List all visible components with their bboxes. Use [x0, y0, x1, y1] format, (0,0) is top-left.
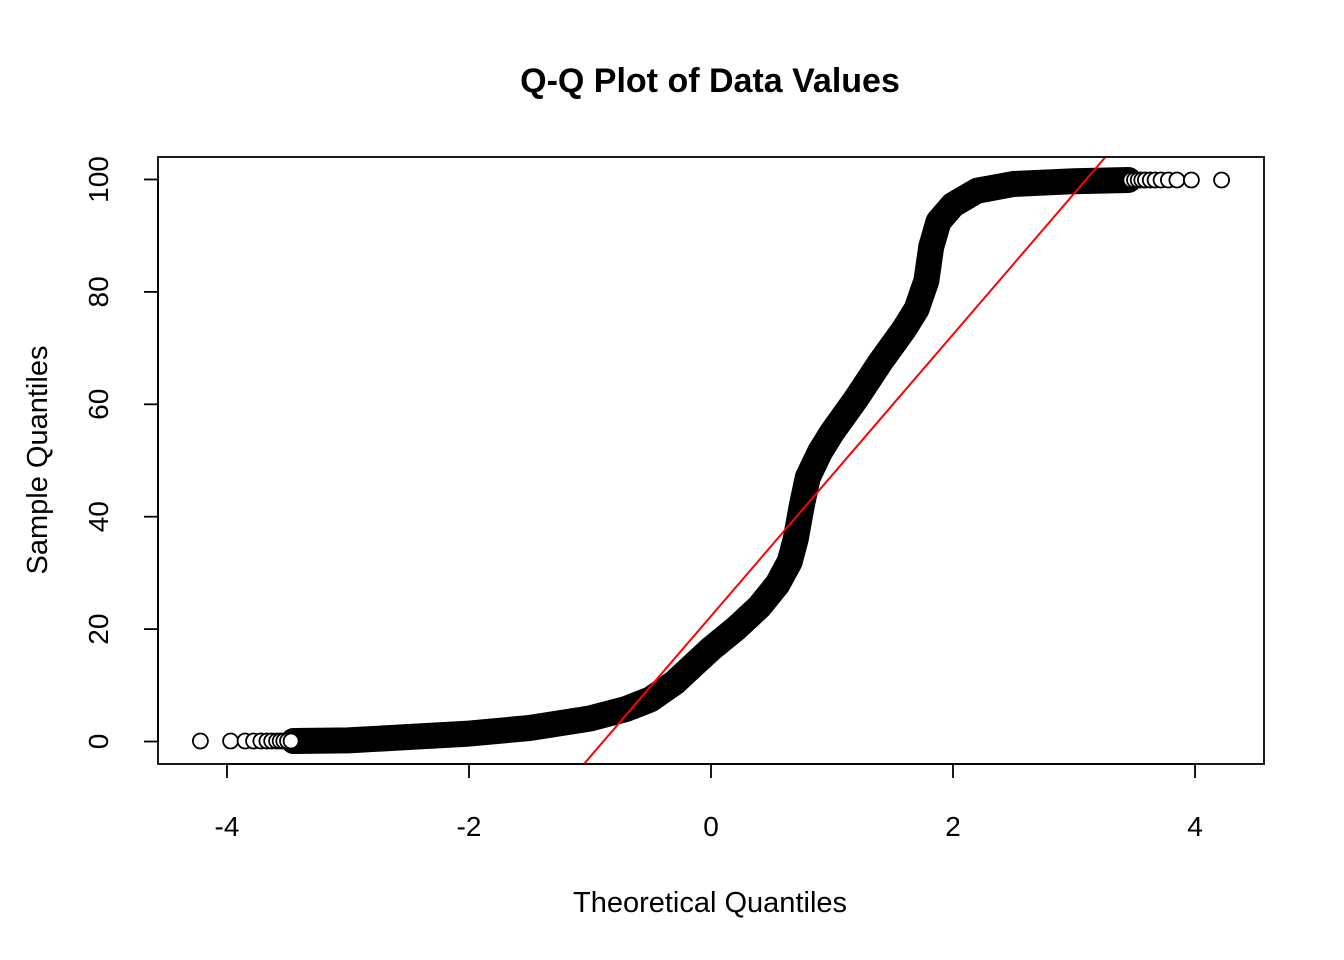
- y-tick-label: 80: [83, 276, 114, 307]
- y-tick-label: 40: [83, 501, 114, 532]
- data-point: [222, 732, 240, 750]
- reference-line-group: [583, 157, 1107, 764]
- plot-frame: [157, 156, 1265, 765]
- plot-area: [157, 156, 1265, 765]
- data-point: [1183, 171, 1200, 189]
- data-point: [1213, 171, 1230, 189]
- data-point: [282, 732, 300, 750]
- x-tick-label: -4: [215, 811, 240, 842]
- data-point: [1168, 171, 1186, 189]
- chart-title: Q-Q Plot of Data Values: [520, 62, 900, 100]
- dense-points-band: [280, 167, 1142, 754]
- x-tick-label: -2: [457, 811, 482, 842]
- x-axis: -4 -2 0 2 4: [215, 763, 1203, 842]
- x-tick-label: 0: [703, 811, 719, 842]
- y-tick-label: 20: [83, 614, 114, 645]
- x-tick-label: 2: [945, 811, 961, 842]
- x-axis-label: Theoretical Quantiles: [573, 887, 847, 919]
- y-tick-label: 0: [83, 734, 114, 750]
- y-axis-label: Sample Quantiles: [22, 346, 54, 575]
- y-tick-label: 60: [83, 389, 114, 420]
- y-axis: 0 20 40 60 80 100: [83, 156, 159, 750]
- qq-reference-line: [583, 157, 1107, 764]
- y-tick-label: 100: [83, 156, 114, 203]
- data-point: [191, 732, 209, 750]
- x-tick-label: 4: [1187, 811, 1203, 842]
